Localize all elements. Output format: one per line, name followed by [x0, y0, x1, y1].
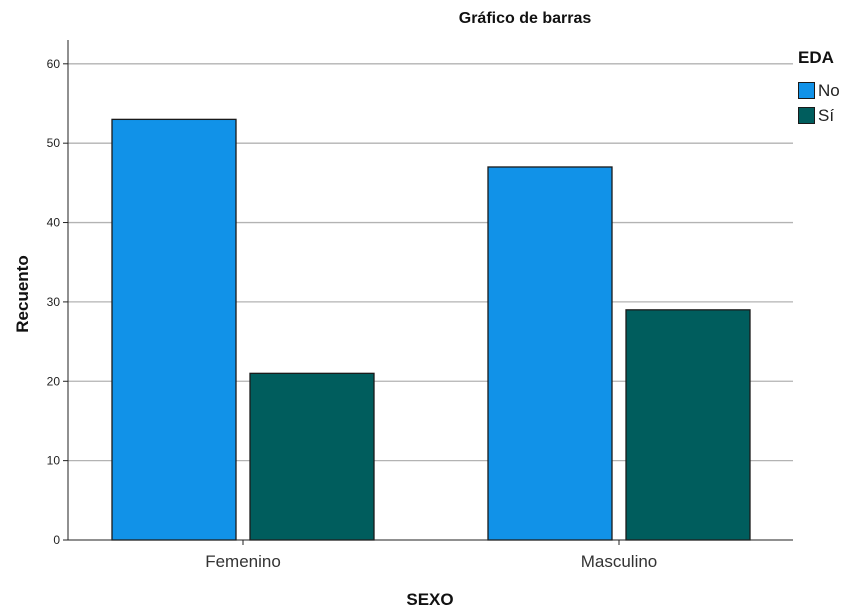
y-tick-label: 0 [53, 533, 60, 547]
legend: EDA No Sí [798, 48, 840, 128]
bar-femenino-no [111, 118, 237, 541]
x-tick-label-masculino: Masculino [581, 552, 658, 571]
legend-label-no: No [818, 80, 840, 100]
legend-label-si: Sí [818, 105, 835, 125]
y-tick-label: 50 [47, 136, 61, 150]
chart-title: Gráfico de barras [458, 10, 592, 27]
y-tick-label: 60 [47, 57, 61, 71]
y-tick-label: 10 [47, 454, 61, 468]
y-tick-label: 20 [47, 374, 61, 388]
legend-item-no: No [798, 78, 840, 103]
y-axis-label: Recuento [13, 255, 32, 333]
bar-femenino-si [249, 372, 375, 541]
legend-swatch-no [798, 82, 815, 99]
bar-masculino-no [487, 166, 613, 541]
y-tick-label: 30 [47, 295, 61, 309]
legend-item-si: Sí [798, 103, 840, 128]
x-axis-label: SEXO [406, 590, 454, 609]
legend-swatch-si [798, 107, 815, 124]
x-tick-label-femenino: Femenino [205, 552, 281, 571]
legend-title: EDA [798, 48, 834, 67]
bar-masculino-si [625, 309, 751, 541]
y-tick-label: 40 [47, 216, 61, 230]
